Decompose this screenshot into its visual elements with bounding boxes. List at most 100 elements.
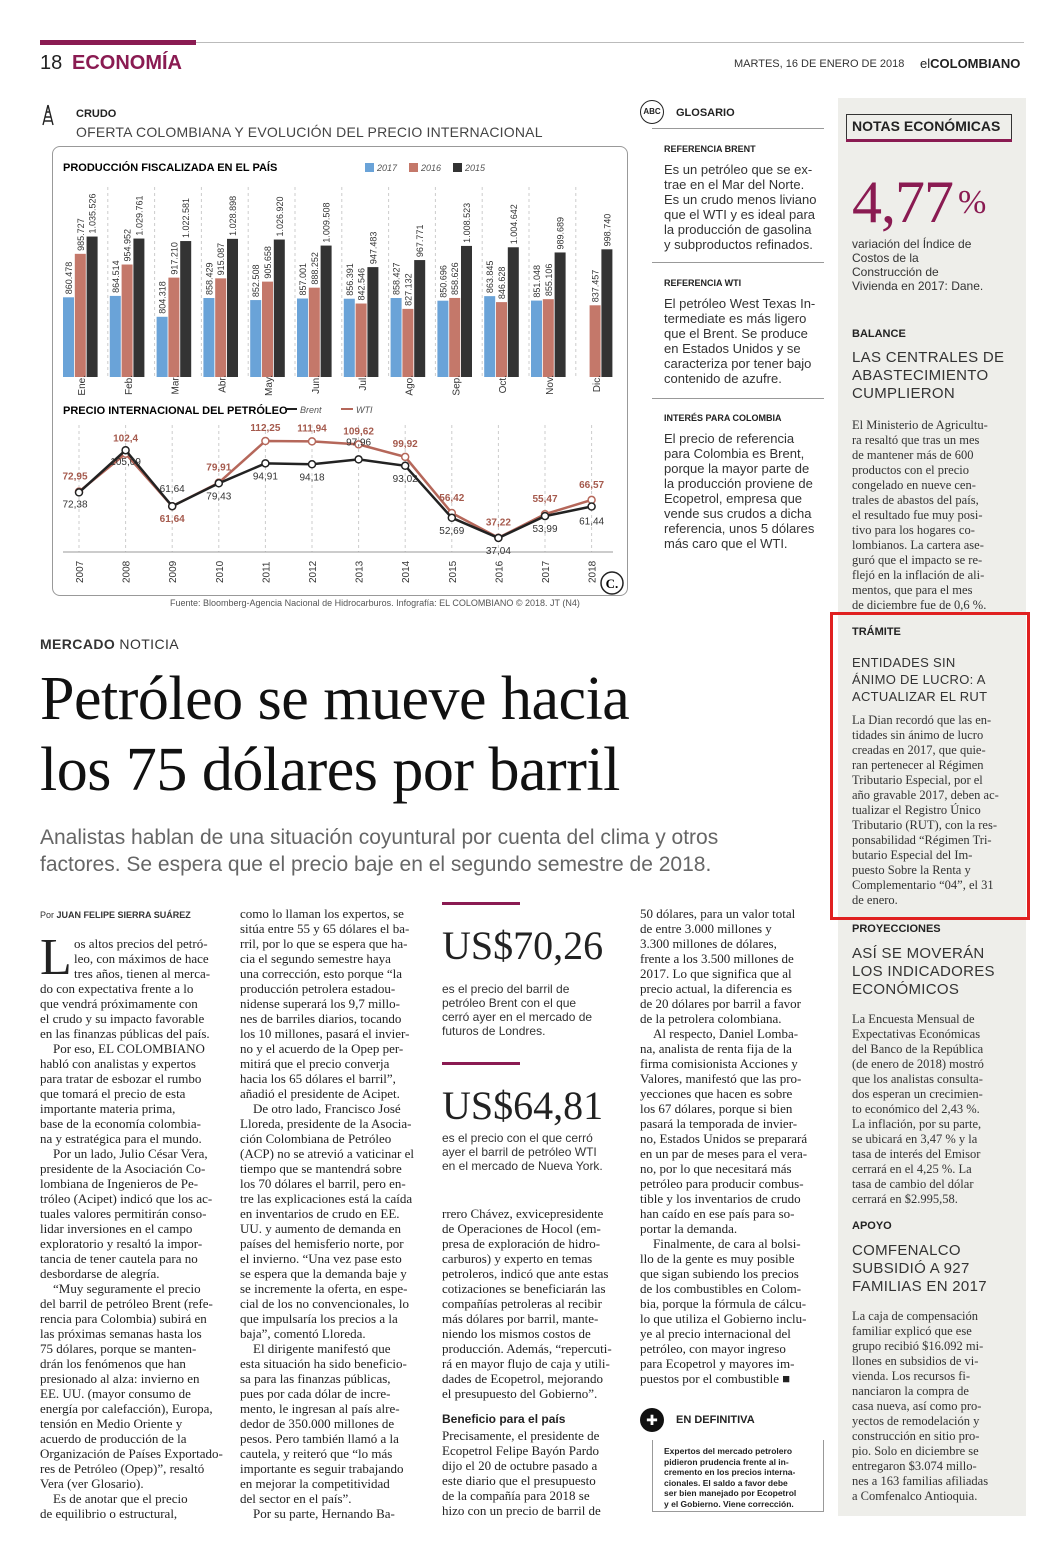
text-line: cial de los no convencionales, lo xyxy=(240,1296,409,1311)
top-rule xyxy=(40,42,1024,43)
text-line: la producción proviene de xyxy=(664,476,813,491)
text-line: ser bien manejado por Ecopetrol xyxy=(664,1488,797,1498)
text-line: res de Petróleo (Opep)”, resaltó xyxy=(40,1461,205,1476)
text-line: presionado al alza: invierno en xyxy=(40,1371,200,1386)
point-label: 112,25 xyxy=(250,423,280,434)
bar-value-label: 1.028.898 xyxy=(228,196,238,236)
text-line: mento, le ingresan al país alre- xyxy=(240,1401,400,1416)
bar xyxy=(203,298,215,377)
point-label: 93,02 xyxy=(393,474,418,485)
text-line: presa de exploración de hidro- xyxy=(442,1236,601,1251)
bar xyxy=(343,298,355,377)
point-label: 79,91 xyxy=(206,463,231,474)
bar-value-label: 837.457 xyxy=(591,270,601,303)
text-line: construcción en sitio pro- xyxy=(852,1429,980,1443)
bar-value-label: 1.004.642 xyxy=(509,204,519,244)
text-line: tuales valores permitirán conso- xyxy=(40,1206,207,1221)
text-line: base de la economía colombia- xyxy=(40,1116,201,1131)
text-line: cionales. El saldo a favor debe xyxy=(664,1477,788,1488)
text-line: en las finanzas públicas del país. xyxy=(40,1026,210,1041)
abc-icon: ABC xyxy=(640,100,664,124)
text-line: el invierno. “Una vez pase esto xyxy=(240,1251,402,1266)
bar xyxy=(531,300,542,377)
text-line: del barril de petróleo Brent (refe- xyxy=(40,1296,213,1311)
conclusion-box xyxy=(652,1440,824,1512)
text-line: familiar explicó que ese xyxy=(852,1324,972,1338)
glossary-term-brent: REFERENCIA BRENT xyxy=(664,144,756,154)
text-line: Tributario Especial, por el xyxy=(852,773,983,787)
bar xyxy=(402,308,414,377)
article-column-3b: Precisamente, el presidente de Ecopetrol … xyxy=(442,1428,626,1518)
text-line: año gravable 2017, deben ac- xyxy=(852,788,999,802)
bar xyxy=(367,267,379,377)
year-label: 2011 xyxy=(261,561,272,583)
bar xyxy=(109,295,121,377)
text-line: esta situación ha sido beneficio- xyxy=(240,1356,407,1371)
data-point xyxy=(307,437,317,446)
text-line: Valores, manifestó que las pro- xyxy=(640,1071,802,1086)
text-line: se ubicará en 3,47 % y la xyxy=(852,1132,978,1146)
notes-title-bar xyxy=(846,139,1012,142)
text-line: que el Brent. Se produce xyxy=(664,326,808,341)
text-line: 2017. Lo que significa que al xyxy=(640,966,792,981)
text-line: LAS CENTRALES DE xyxy=(852,349,1005,366)
text-line: dades de Ecopetrol, mejorando xyxy=(442,1371,603,1386)
legend-label: Brent xyxy=(300,405,322,415)
text-line: Al respecto, Daniel Lomba- xyxy=(640,1026,799,1041)
bar-value-label: 827.132 xyxy=(403,273,413,306)
bar-value-label: 850.696 xyxy=(438,265,448,298)
point-label: 72,38 xyxy=(62,499,87,510)
text-line: ye al precio internacional del xyxy=(640,1326,791,1341)
text-line: carburos) y experto en temas xyxy=(442,1251,593,1266)
glossary-def-interes: El precio de referencia para Colombia es … xyxy=(664,431,826,551)
text-line: de enero. xyxy=(852,893,898,907)
text-line: nanciaron la compra de xyxy=(852,1384,969,1398)
glossary-divider xyxy=(652,128,824,129)
text-line: butario Especial del Im- xyxy=(852,848,973,862)
price-accent-bar xyxy=(442,1062,520,1065)
text-line: rrero Chávez, exvicepresidente xyxy=(442,1206,604,1221)
text-line: UU. y aumento de demanda en xyxy=(240,1221,402,1236)
bar-value-label: 857.001 xyxy=(298,263,308,296)
year-label: 2017 xyxy=(541,560,552,583)
text-line: se incremente la oferta, en espe- xyxy=(240,1281,408,1296)
text-line: 50 dólares, para un valor total xyxy=(640,906,796,921)
glossary-divider xyxy=(652,262,824,263)
text-line: cerrará en el 4,25 %. La xyxy=(852,1162,972,1176)
text-line: que tomará el precio de esta xyxy=(40,1086,186,1101)
glossary-title: GLOSARIO xyxy=(676,107,735,119)
bar-value-label: 1.035.526 xyxy=(88,194,98,234)
text-line: producción petrolera estadou- xyxy=(240,981,396,996)
highlight-frame xyxy=(830,612,1030,920)
text-line: cerró ayer en el mercado de xyxy=(442,1010,593,1024)
text-line: entregaron $3.074 millo- xyxy=(852,1459,977,1473)
oil-rig-icon xyxy=(42,104,54,126)
text-line: Por eso, EL COLOMBIANO xyxy=(40,1041,205,1056)
text-line: LOS INDICADORES xyxy=(852,963,995,980)
bar xyxy=(507,247,519,377)
text-line: 75 dólares, porque se manten- xyxy=(40,1341,197,1356)
data-point xyxy=(354,455,363,464)
legend-label: 2017 xyxy=(376,163,398,173)
text-line: como lo llaman los expertos, se xyxy=(240,906,404,921)
text-line: los 10 millones, pasará el invier- xyxy=(240,1026,410,1041)
bar xyxy=(496,302,507,377)
text-line: dedor de 350.000 millones de xyxy=(240,1416,395,1431)
conclusion-title: EN DEFINITIVA xyxy=(676,1414,755,1426)
text-line: nes a 163 familias afiliadas xyxy=(852,1474,989,1488)
newspaper-brand: elCOLOMBIANO xyxy=(920,56,1020,71)
text-line: FAMILIAS EN 2017 xyxy=(852,1278,987,1295)
bar-value-label: 1.022.581 xyxy=(181,198,191,238)
year-label: 2013 xyxy=(355,560,366,583)
drop-cap: L xyxy=(40,929,72,986)
text-line: ran pertenecer al Régimen xyxy=(852,758,984,772)
deck-line-2: factores. Se espera que el precio baje e… xyxy=(40,853,712,876)
text-line: puesto Sobre la Renta y xyxy=(852,863,971,877)
bar xyxy=(554,252,566,377)
text-line: el presupuesto del Gobierno”. xyxy=(442,1386,598,1401)
data-point xyxy=(214,479,224,488)
year-label: 2015 xyxy=(448,560,459,583)
bar xyxy=(601,249,613,377)
bar-value-label: 863.845 xyxy=(485,261,495,294)
glossary-term-wti: REFERENCIA WTI xyxy=(664,278,742,288)
